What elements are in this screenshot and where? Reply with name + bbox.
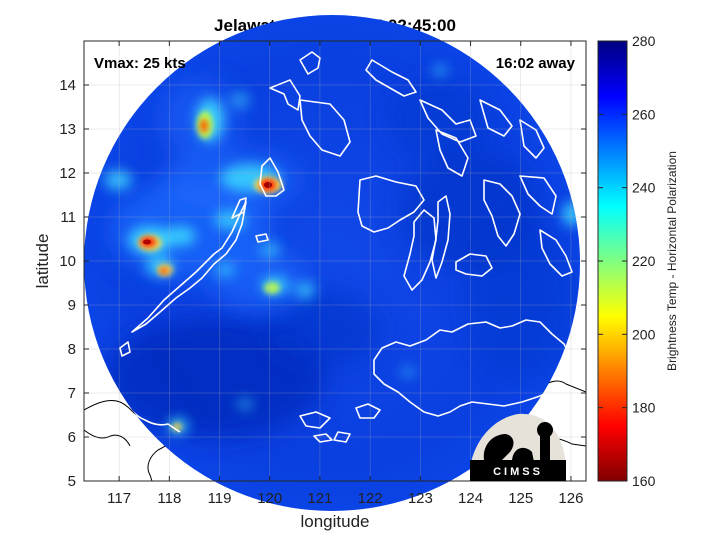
x-tick-label: 125 (508, 490, 533, 507)
cimss-satellite-dish-icon (483, 434, 514, 462)
x-tick-label: 124 (458, 490, 483, 507)
colorbar-tick-label: 160 (632, 473, 656, 489)
x-tick-label: 119 (208, 490, 232, 507)
y-tick-label: 9 (68, 297, 76, 314)
y-axis-label: latitude (33, 234, 52, 289)
y-tick-label: 10 (59, 253, 76, 270)
colorbar-label: Brightness Temp - Horizontal Polarizatio… (665, 151, 679, 371)
colorbar: 160 180 200 220 240 260 280 Brightness Temp - … (597, 33, 679, 489)
y-tick-label: 13 (59, 121, 76, 138)
x-tick-label: 126 (558, 490, 583, 507)
colorbar-tick-label: 260 (632, 106, 656, 122)
cimss-logo-text: CIMSS (493, 466, 543, 478)
y-tick-label: 14 (59, 77, 76, 94)
swath-disk (84, 15, 580, 511)
plot-area: Vmax: 25 kts 16:02 away CIMSS (83, 15, 587, 511)
colorbar-tick-label: 180 (632, 400, 656, 416)
y-tick-label: 11 (60, 209, 76, 226)
colorbar-tick-label: 200 (632, 326, 656, 342)
x-tick-label: 122 (358, 490, 383, 507)
colorbar-tick-label: 240 (632, 180, 656, 196)
x-axis-label: longitude (300, 512, 369, 531)
y-tick-label: 8 (68, 341, 76, 358)
y-tick-label: 12 (59, 165, 76, 182)
x-tick-labels: 117 118 119 120 121 122 123 124 125 126 (107, 490, 583, 507)
tick-marks (84, 41, 586, 482)
y-tick-label: 6 (68, 429, 76, 446)
x-tick-label: 118 (157, 490, 181, 507)
cimss-logo: CIMSS (470, 413, 566, 481)
y-tick-label: 5 (68, 473, 76, 490)
time-away-label: 16:02 away (496, 55, 576, 72)
cimss-tower-icon (540, 430, 550, 462)
coastlines (84, 51, 573, 443)
x-tick-label: 123 (408, 490, 433, 507)
colorbar-tick-label: 220 (632, 253, 656, 269)
x-tick-label: 117 (107, 490, 131, 507)
y-tick-labels: 5 6 7 8 9 10 11 12 13 14 (59, 77, 76, 490)
colorbar-ticks: 160 180 200 220 240 260 280 (598, 33, 656, 489)
colorbar-tick-label: 280 (632, 33, 656, 49)
grid-lines (84, 41, 586, 481)
vmax-label: Vmax: 25 kts (94, 55, 186, 72)
x-tick-label: 121 (307, 490, 332, 507)
cimss-dome-icon (512, 447, 534, 462)
y-tick-label: 7 (68, 385, 76, 402)
x-tick-label: 120 (257, 490, 282, 507)
